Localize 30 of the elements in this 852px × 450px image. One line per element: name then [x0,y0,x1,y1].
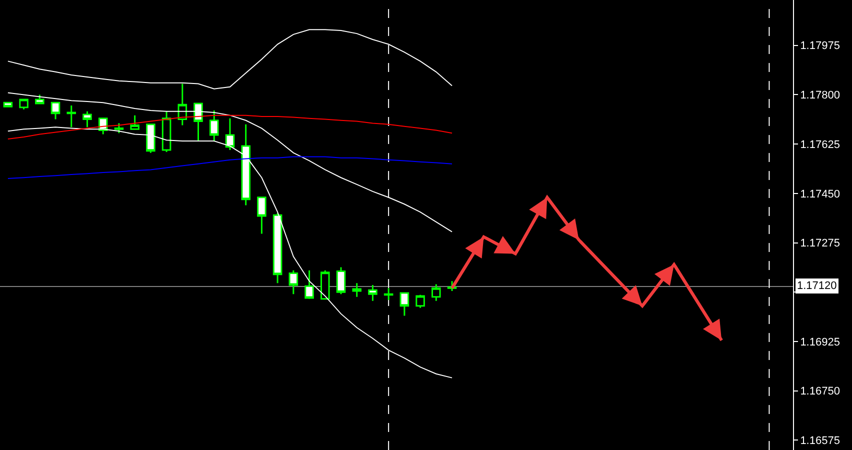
candlestick [130,114,140,130]
y-tick-label: 1.17450 [800,188,840,200]
candlestick [432,283,441,302]
y-tick-label: 1.17275 [800,238,840,250]
y-tick-label: 1.17975 [800,40,840,52]
y-tick-label: 1.16575 [800,434,840,447]
candlestick [400,292,410,317]
y-tick-label: 1.17800 [800,90,840,102]
line-series [7,114,453,140]
line-series [7,156,453,179]
candlestick [320,270,330,300]
ref-line-label: 1.17120 [797,280,837,292]
candlestick [19,98,28,110]
candlestick [50,102,60,120]
candlestick [416,294,425,309]
y-tick-label: 1.16925 [800,336,840,348]
candlestick [352,282,362,298]
candlestick [272,212,282,284]
y-tick-label: 1.16750 [800,386,840,398]
candlestick [178,82,188,126]
candlestick [304,270,314,300]
candlestick [368,284,378,302]
candlestick [336,266,346,295]
candlestick [3,102,13,108]
candlestick [162,110,172,153]
candlestick [66,104,76,128]
candlestick [288,270,298,295]
candlestick [257,196,266,234]
candlestick [384,287,394,301]
y-tick-label: 1.17625 [800,138,840,151]
